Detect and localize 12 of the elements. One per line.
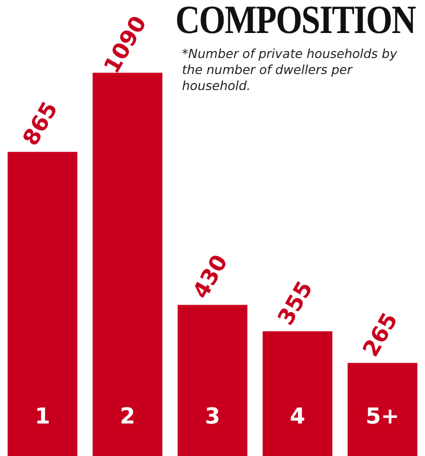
bar	[92, 72, 162, 456]
bar	[348, 362, 418, 456]
bar	[8, 152, 78, 456]
x-tick-label: 4	[290, 404, 306, 430]
chart-title: COMPOSITION	[174, 0, 415, 43]
x-tick-label: 5+	[366, 404, 400, 430]
x-tick-label: 1	[34, 404, 50, 430]
x-tick-label: 2	[120, 404, 136, 430]
chart-subtitle: *Number of private households by the number of dwellers per household.	[182, 46, 398, 94]
bar	[262, 331, 332, 456]
x-tick-label: 3	[204, 404, 220, 430]
bar	[178, 304, 248, 456]
